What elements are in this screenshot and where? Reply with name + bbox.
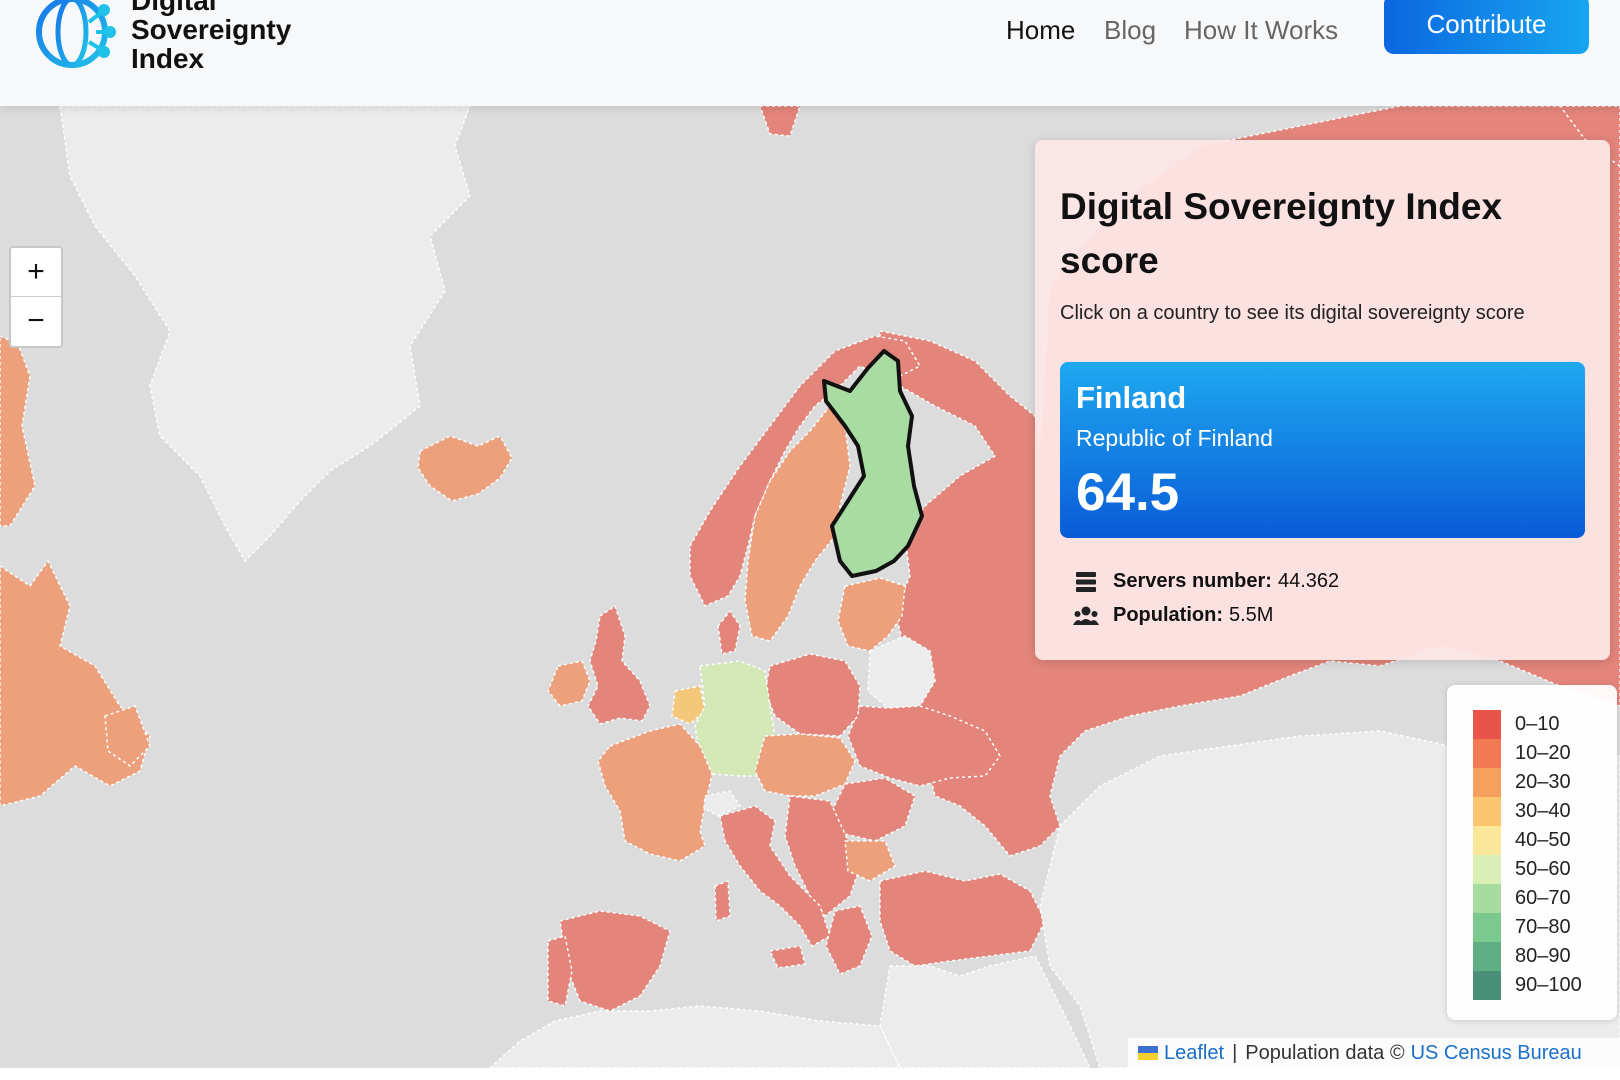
zoom-control: + − <box>9 246 63 348</box>
country-bulgaria[interactable] <box>844 840 896 882</box>
site-header: Digital Sovereignty Index Home Blog How … <box>0 0 1620 106</box>
legend-swatch <box>1473 855 1501 884</box>
country-finland[interactable] <box>822 349 924 578</box>
legend-label: 20–30 <box>1515 771 1571 793</box>
country-sardinia[interactable] <box>714 880 731 922</box>
country-balkans[interactable] <box>784 795 861 917</box>
users-icon <box>1073 606 1099 625</box>
nav-home-link[interactable]: Home <box>1006 15 1076 45</box>
country-portugal[interactable] <box>547 935 573 1007</box>
legend-label: 10–20 <box>1515 742 1571 764</box>
servers-stat: Servers number: 44.362 <box>1073 570 1339 593</box>
country-denmark[interactable] <box>717 610 741 655</box>
legend-label: 90–100 <box>1515 974 1582 996</box>
country-central-europe[interactable] <box>754 733 856 797</box>
country-benelux[interactable] <box>671 685 706 725</box>
legend-swatch <box>1473 913 1501 942</box>
country-uk[interactable] <box>587 605 651 725</box>
country-switzerland[interactable] <box>703 790 741 817</box>
legend-swatch <box>1473 826 1501 855</box>
country-north-africa[interactable] <box>489 1005 901 1068</box>
legend-label: 60–70 <box>1515 887 1571 909</box>
page-bottom-strip <box>0 1068 1620 1080</box>
country-sicily[interactable] <box>769 945 806 969</box>
country-turkey[interactable] <box>879 870 1046 967</box>
legend-label: 30–40 <box>1515 800 1571 822</box>
country-baltics[interactable] <box>837 577 906 652</box>
legend-swatch <box>1473 942 1501 971</box>
country-belarus[interactable] <box>867 635 936 709</box>
legend-item: 50–60 <box>1473 855 1571 884</box>
country-poland[interactable] <box>764 653 861 737</box>
legend-swatch <box>1473 971 1501 1000</box>
score-legend: 0–10 10–20 20–30 30–40 40–50 50–60 60–70… <box>1447 685 1617 1020</box>
server-icon <box>1076 571 1096 592</box>
logo-line-1: Digital <box>131 0 217 16</box>
panel-title: Digital Sovereignty Index score <box>1060 186 1503 281</box>
contribute-button[interactable]: Contribute <box>1384 0 1589 54</box>
legend-item: 80–90 <box>1473 942 1571 971</box>
census-bureau-link[interactable]: US Census Bureau <box>1410 1041 1582 1064</box>
legend-item: 60–70 <box>1473 884 1571 913</box>
legend-label: 70–80 <box>1515 916 1571 938</box>
legend-swatch <box>1473 797 1501 826</box>
legend-swatch <box>1473 768 1501 797</box>
country-russia-north-islands[interactable] <box>759 106 801 137</box>
legend-item: 0–10 <box>1473 710 1560 739</box>
nav-how-it-works-link[interactable]: How It Works <box>1184 15 1339 45</box>
legend-item: 70–80 <box>1473 913 1571 942</box>
map-attribution: Leaflet | Population data © US Census Bu… <box>1128 1038 1620 1068</box>
population-stat: Population: 5.5M <box>1073 604 1273 627</box>
leaflet-link[interactable]: Leaflet <box>1164 1041 1225 1064</box>
country-official-name: Republic of Finland <box>1076 425 1273 451</box>
legend-item: 90–100 <box>1473 971 1582 1000</box>
site-logo-text[interactable]: Digital Sovereignty Index <box>131 0 331 73</box>
country-ireland[interactable] <box>547 660 591 707</box>
country-france[interactable] <box>597 723 713 862</box>
country-name: Finland <box>1076 380 1187 415</box>
country-ukraine[interactable] <box>847 705 1001 787</box>
country-canada-newfoundland[interactable] <box>104 705 151 767</box>
country-norway[interactable] <box>689 335 921 607</box>
country-iceland[interactable] <box>417 435 513 502</box>
legend-swatch <box>1473 710 1501 739</box>
zoom-out-button[interactable]: − <box>11 296 61 345</box>
country-spain[interactable] <box>559 910 671 1012</box>
legend-item: 30–40 <box>1473 797 1571 826</box>
attribution-separator: | <box>1232 1041 1238 1064</box>
country-italy[interactable] <box>719 805 831 947</box>
country-canada[interactable] <box>0 335 36 527</box>
country-middle-east[interactable] <box>879 955 1091 1068</box>
country-score-value: 64.5 <box>1076 463 1180 522</box>
panel-subtitle: Click on a country to see its digital so… <box>1060 302 1525 324</box>
score-panel: Digital Sovereignty Index score Click on… <box>1035 140 1610 660</box>
country-score-card: Finland Republic of Finland 64.5 <box>1060 362 1585 538</box>
globe-logo-icon[interactable] <box>34 0 118 72</box>
legend-item: 40–50 <box>1473 826 1571 855</box>
country-greenland[interactable] <box>59 106 471 562</box>
servers-value: 44.362 <box>1277 570 1340 592</box>
population-value: 5.5M <box>1228 604 1274 626</box>
logo-line-3: Index <box>131 43 205 74</box>
legend-label: 40–50 <box>1515 829 1571 851</box>
legend-label: 0–10 <box>1515 713 1560 735</box>
legend-swatch <box>1473 884 1501 913</box>
country-germany[interactable] <box>694 660 776 777</box>
population-attribution-text: Population data © <box>1245 1041 1405 1064</box>
ukraine-flag-icon <box>1138 1046 1158 1060</box>
legend-item: 20–30 <box>1473 768 1571 797</box>
country-greece[interactable] <box>825 905 873 975</box>
legend-swatch <box>1473 739 1501 768</box>
nav-blog-link[interactable]: Blog <box>1104 15 1157 45</box>
legend-label: 50–60 <box>1515 858 1571 880</box>
logo-line-2: Sovereignty <box>131 14 292 45</box>
legend-label: 80–90 <box>1515 945 1571 967</box>
population-label: Population: <box>1113 604 1223 626</box>
legend-item: 10–20 <box>1473 739 1571 768</box>
servers-label: Servers number: <box>1113 570 1272 592</box>
country-canada-east[interactable] <box>0 560 151 807</box>
zoom-in-button[interactable]: + <box>27 255 45 288</box>
